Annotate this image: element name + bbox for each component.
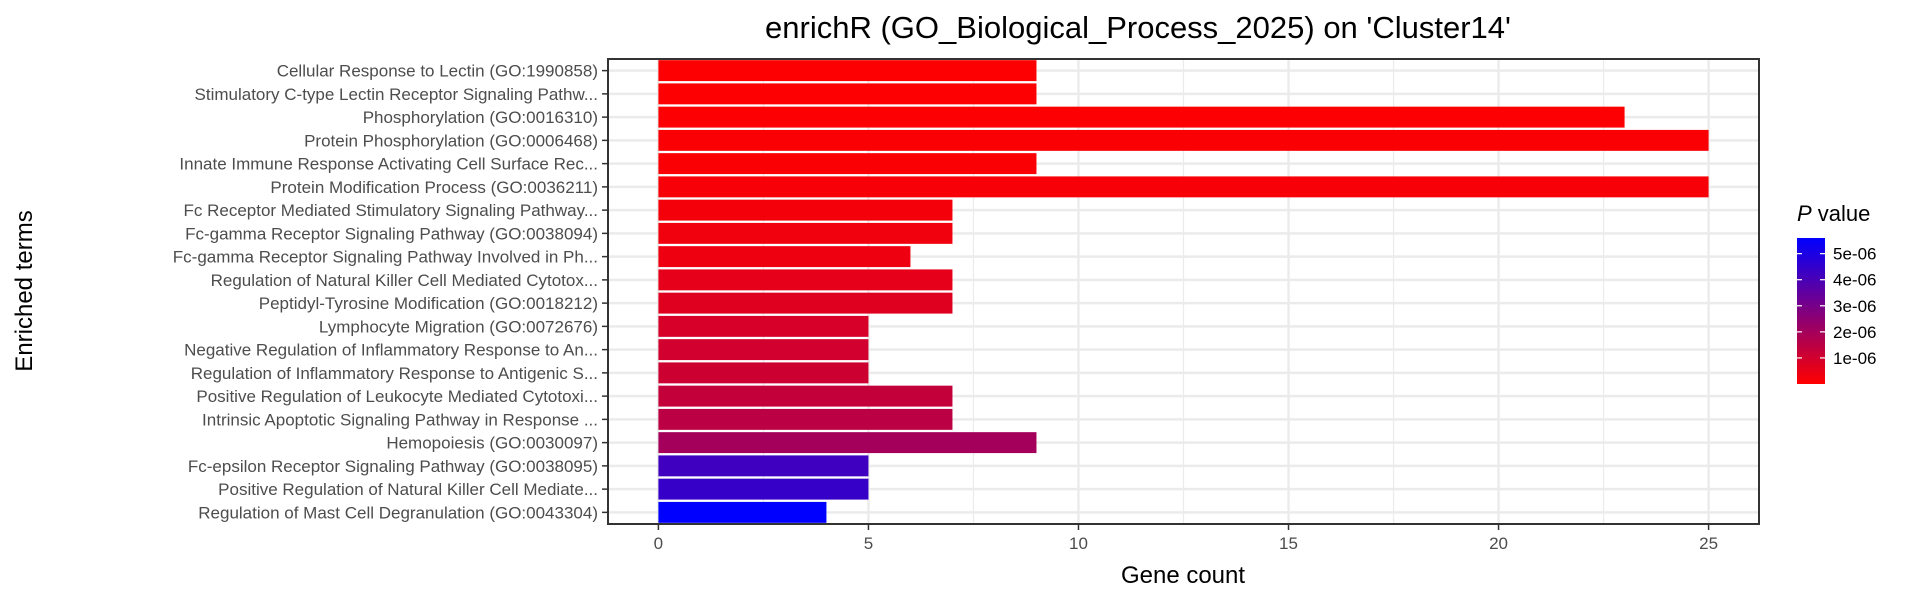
y-tick-label: Stimulatory C-type Lectin Receptor Signa… bbox=[195, 85, 598, 104]
bar bbox=[658, 60, 1037, 82]
y-tick-label: Protein Phosphorylation (GO:0006468) bbox=[304, 131, 598, 150]
legend-tick-label: 5e-06 bbox=[1833, 245, 1876, 264]
chart-title: enrichR (GO_Biological_Process_2025) on … bbox=[765, 10, 1511, 45]
y-axis-labels: Cellular Response to Lectin (GO:1990858)… bbox=[173, 62, 608, 522]
bar bbox=[658, 408, 953, 430]
bar bbox=[658, 269, 953, 291]
y-tick-label: Regulation of Natural Killer Cell Mediat… bbox=[211, 271, 598, 290]
legend-title: P value bbox=[1797, 201, 1870, 226]
bar bbox=[658, 339, 869, 361]
legend-tick-label: 1e-06 bbox=[1833, 349, 1876, 368]
legend-title-rest: value bbox=[1812, 201, 1871, 226]
bar bbox=[658, 129, 1709, 151]
bar bbox=[658, 432, 1037, 454]
bars bbox=[658, 60, 1709, 523]
bar bbox=[658, 455, 869, 477]
bar bbox=[658, 315, 869, 337]
bar bbox=[658, 106, 1625, 128]
y-tick-label: Fc-gamma Receptor Signaling Pathway (GO:… bbox=[185, 224, 598, 243]
x-tick-label: 25 bbox=[1699, 534, 1718, 553]
bar bbox=[658, 199, 953, 221]
y-tick-label: Cellular Response to Lectin (GO:1990858) bbox=[277, 62, 598, 81]
y-tick-label: Peptidyl-Tyrosine Modification (GO:00182… bbox=[259, 294, 598, 313]
legend-title-italic: P bbox=[1797, 201, 1812, 226]
y-tick-label: Innate Immune Response Activating Cell S… bbox=[179, 155, 598, 174]
y-tick-label: Lymphocyte Migration (GO:0072676) bbox=[319, 317, 598, 336]
y-tick-label: Fc-epsilon Receptor Signaling Pathway (G… bbox=[188, 457, 598, 476]
y-tick-label: Fc-gamma Receptor Signaling Pathway Invo… bbox=[173, 248, 598, 267]
bar bbox=[658, 292, 953, 314]
x-tick-label: 20 bbox=[1489, 534, 1508, 553]
legend-colorbar bbox=[1797, 238, 1825, 384]
y-axis-title: Enriched terms bbox=[11, 210, 38, 371]
x-tick-label: 15 bbox=[1279, 534, 1298, 553]
x-axis-title: Gene count bbox=[1121, 562, 1245, 589]
legend-tick-label: 2e-06 bbox=[1833, 323, 1876, 342]
x-tick-label: 5 bbox=[864, 534, 873, 553]
bar bbox=[658, 501, 827, 523]
y-tick-label: Positive Regulation of Leukocyte Mediate… bbox=[196, 387, 598, 406]
x-tick-label: 0 bbox=[654, 534, 663, 553]
y-tick-label: Hemopoiesis (GO:0030097) bbox=[386, 434, 598, 453]
y-tick-label: Regulation of Mast Cell Degranulation (G… bbox=[198, 503, 598, 522]
bar bbox=[658, 83, 1037, 105]
legend-ticks: 1e-06 2e-06 3e-06 4e-06 5e-06 bbox=[1797, 245, 1876, 368]
y-tick-label: Fc Receptor Mediated Stimulatory Signali… bbox=[184, 201, 599, 220]
legend-tick-label: 4e-06 bbox=[1833, 271, 1876, 290]
x-tick-label: 10 bbox=[1069, 534, 1088, 553]
bar bbox=[658, 246, 911, 268]
bar bbox=[658, 222, 953, 244]
y-tick-label: Intrinsic Apoptotic Signaling Pathway in… bbox=[202, 410, 598, 429]
y-tick-label: Negative Regulation of Inflammatory Resp… bbox=[184, 341, 598, 360]
bar bbox=[658, 478, 869, 500]
bar bbox=[658, 362, 869, 384]
y-tick-label: Phosphorylation (GO:0016310) bbox=[363, 108, 598, 127]
y-tick-label: Positive Regulation of Natural Killer Ce… bbox=[218, 480, 598, 499]
p-value-legend: P value 1e-06 2e-06 3e-06 4e-06 5e-06 bbox=[1797, 201, 1876, 384]
bar bbox=[658, 176, 1709, 198]
bar bbox=[658, 385, 953, 407]
panel-border bbox=[607, 58, 1760, 525]
y-tick-label: Regulation of Inflammatory Response to A… bbox=[191, 364, 598, 383]
y-tick-label: Protein Modification Process (GO:0036211… bbox=[270, 178, 598, 197]
legend-tick-label: 3e-06 bbox=[1833, 297, 1876, 316]
x-axis-ticks: 0 5 10 15 20 25 bbox=[654, 524, 1718, 553]
bar bbox=[658, 153, 1037, 175]
